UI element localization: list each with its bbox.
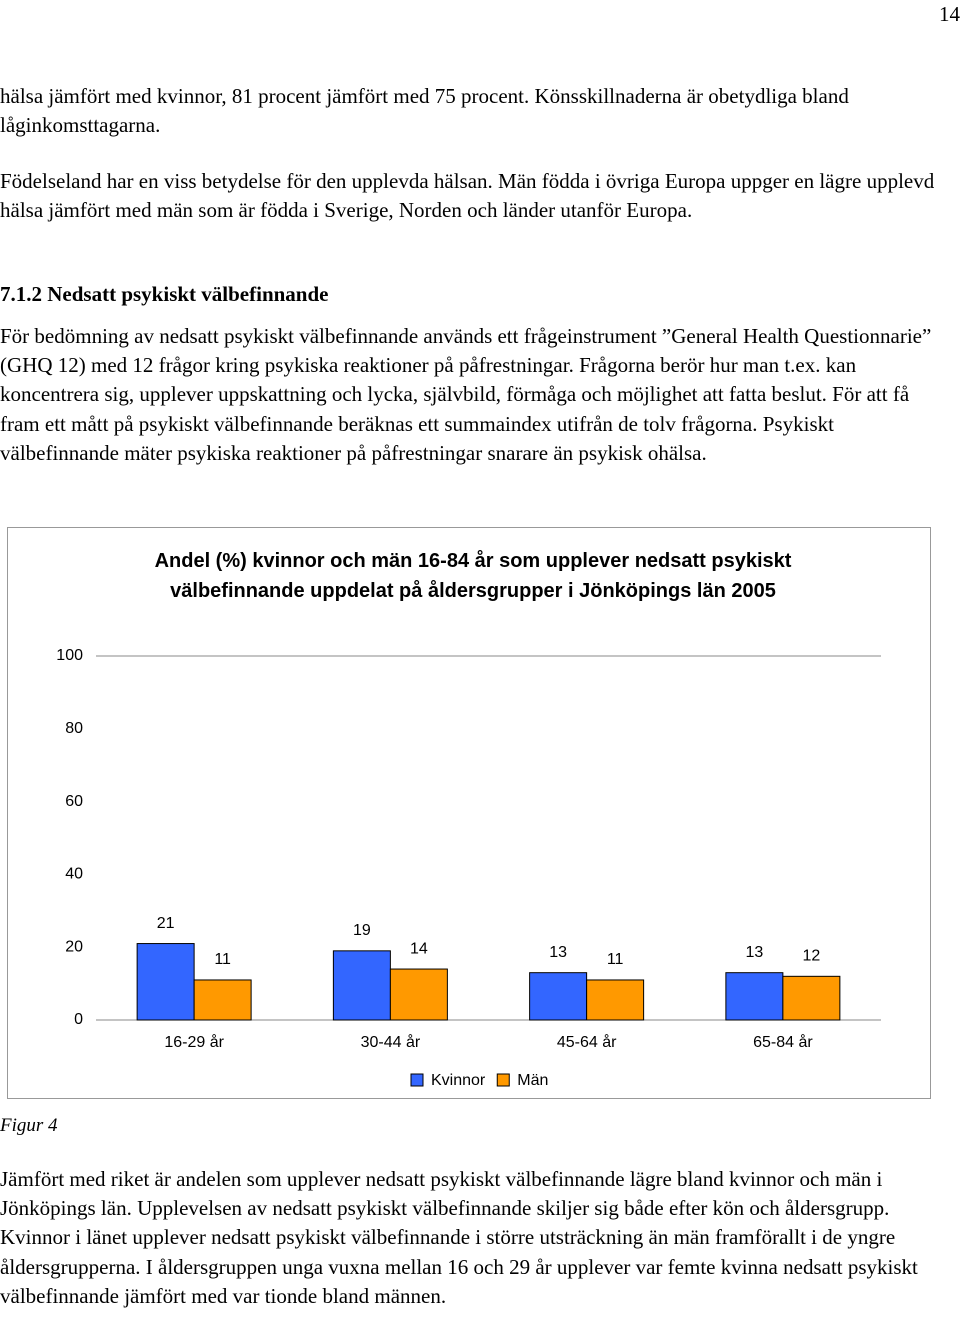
legend-label: Män xyxy=(517,1072,548,1089)
heading: 7.1.2 Nedsatt psykiskt välbefinnande xyxy=(0,282,329,306)
data-label: 21 xyxy=(157,915,175,932)
bar xyxy=(136,943,195,1021)
chart-canvas: 0 20 40 60 80 100 16-29 år 21 11 30-44 år 19 14 45-6… xyxy=(56,647,881,1089)
page-number: 14 xyxy=(939,2,960,26)
bar xyxy=(389,968,448,1021)
paragraph: Jämfört med riket är andelen som uppleve… xyxy=(0,1167,918,1308)
x-tick-label: 65-84 år xyxy=(753,1033,813,1051)
data-label: 19 xyxy=(353,922,371,939)
chart-title: Andel (%) kvinnor och män 16-84 år som u… xyxy=(154,550,792,602)
data-label: 13 xyxy=(549,944,567,961)
bar xyxy=(193,979,252,1021)
y-tick-label: 20 xyxy=(65,938,83,955)
x-tick-label: 45-64 år xyxy=(557,1033,617,1051)
bar xyxy=(725,972,784,1021)
data-label: 13 xyxy=(745,944,763,961)
paragraph: Födelseland har en viss betydelse för de… xyxy=(0,169,935,223)
y-tick-label: 60 xyxy=(65,793,83,810)
data-label: 11 xyxy=(607,951,624,968)
x-tick-label: 30-44 år xyxy=(361,1033,421,1051)
bar xyxy=(529,972,588,1021)
x-tick-label: 16-29 år xyxy=(164,1033,224,1051)
data-label: 12 xyxy=(802,948,820,965)
paragraph: hälsa jämfört med kvinnor, 81 procent jä… xyxy=(0,84,849,138)
y-tick-label: 0 xyxy=(74,1011,83,1028)
bar xyxy=(332,950,391,1021)
bar xyxy=(586,979,645,1021)
legend-swatch xyxy=(496,1073,510,1087)
chart: 0 20 40 60 80 100 16-29 år 21 11 30-44 år 19 14 45-6… xyxy=(7,527,931,1099)
data-label: 14 xyxy=(410,940,428,957)
y-tick-label: 80 xyxy=(65,720,83,737)
legend-swatch xyxy=(410,1073,424,1087)
y-tick-label: 100 xyxy=(56,647,83,664)
y-tick-label: 40 xyxy=(65,866,83,883)
figure-caption: Figur 4 xyxy=(0,1115,58,1136)
bar xyxy=(782,975,841,1021)
data-label: 11 xyxy=(214,951,231,968)
legend-label: Kvinnor xyxy=(431,1072,486,1089)
paragraph: För bedömning av nedsatt psykiskt välbef… xyxy=(0,324,932,465)
